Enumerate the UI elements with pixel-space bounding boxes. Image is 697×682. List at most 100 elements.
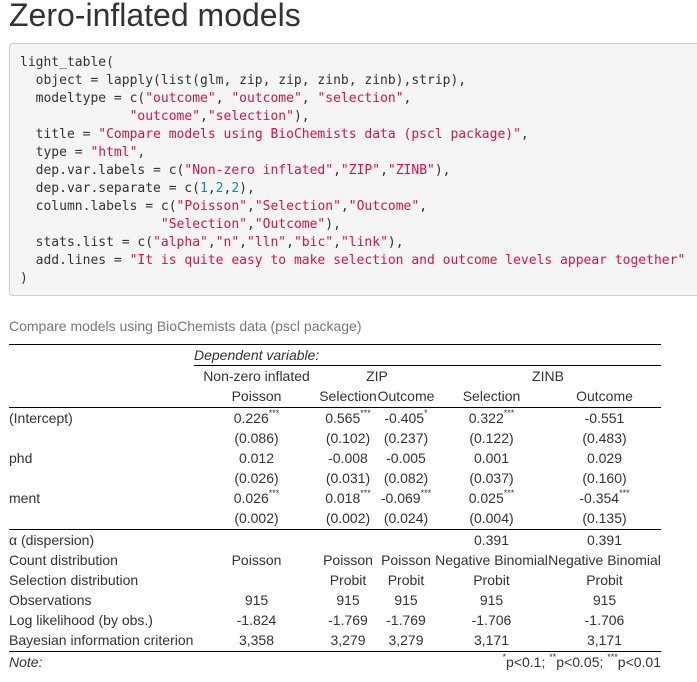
code-token: column.labels = c( bbox=[20, 199, 177, 214]
statistic-value: 915 bbox=[336, 592, 360, 608]
estimate-value: 0.018 bbox=[325, 490, 361, 506]
statistic-value: Poisson bbox=[381, 552, 431, 568]
code-token: , bbox=[403, 91, 412, 106]
code-string-token: "Outcome" bbox=[348, 199, 420, 214]
code-token: , bbox=[239, 235, 247, 250]
code-line: stats.list = c("alpha","n","lln","bic","… bbox=[20, 234, 697, 252]
code-token: , bbox=[137, 145, 146, 160]
coefficient-estimate: -0.354*** bbox=[548, 488, 661, 508]
code-line: modeltype = c("outcome", "outcome", "sel… bbox=[20, 90, 697, 108]
standard-error: (0.002) bbox=[325, 510, 371, 526]
statistic-value bbox=[319, 530, 377, 551]
estimate-value: 0.012 bbox=[238, 450, 275, 466]
statistic-value: -1.769 bbox=[328, 612, 368, 628]
code-line: light_table( bbox=[20, 54, 697, 72]
code-string-token: "outcome" bbox=[231, 91, 302, 106]
column-label: Poisson bbox=[231, 388, 282, 404]
code-token: , bbox=[223, 181, 232, 196]
estimate-value: 0.565 bbox=[325, 410, 361, 426]
code-token: , bbox=[247, 199, 255, 214]
table-bottom-rule-row bbox=[9, 650, 661, 652]
code-string-token: "link" bbox=[340, 235, 388, 250]
statistic-value bbox=[194, 570, 319, 590]
table-top-rule-row bbox=[9, 343, 661, 345]
code-string-token: "ZIP" bbox=[340, 163, 381, 178]
statistic-value: 915 bbox=[394, 592, 418, 608]
coefficient-row: ment 0.026*** 0.018*** -0.069*** 0.025*** -0.… bbox=[9, 488, 661, 508]
statistic-name: α (dispersion) bbox=[9, 532, 95, 548]
statistic-value: Probit bbox=[586, 572, 623, 588]
significance-stars: *** bbox=[268, 408, 280, 419]
note-text: p<0.1; bbox=[506, 654, 550, 670]
statistic-value: 0.391 bbox=[586, 532, 623, 548]
statistic-value: Probit bbox=[387, 572, 425, 588]
code-token: , bbox=[246, 217, 255, 232]
statistic-name: Count distribution bbox=[9, 552, 118, 568]
estimate-value: 0.025 bbox=[468, 490, 504, 506]
significance-stars: *** bbox=[360, 488, 371, 499]
estimate-value: -0.069 bbox=[380, 490, 421, 506]
note-stars: * bbox=[502, 652, 507, 663]
statistic-name: Log likelihood (by obs.) bbox=[9, 612, 153, 628]
code-token: ), bbox=[239, 181, 255, 196]
estimate-value: 0.322 bbox=[468, 410, 504, 426]
statistic-row: Observations 915 915 915 915 915 bbox=[9, 590, 661, 610]
statistic-row: Log likelihood (by obs.) -1.824 -1.769 -1.7… bbox=[9, 610, 661, 630]
statistic-value: 3,279 bbox=[330, 632, 366, 648]
column-label: Outcome bbox=[377, 388, 435, 404]
code-token: ), bbox=[387, 235, 404, 250]
estimate-value: -0.008 bbox=[328, 450, 368, 466]
code-line: column.labels = c("Poisson","Selection",… bbox=[20, 198, 697, 216]
code-block[interactable]: light_table( object = lapply(list(glm, z… bbox=[9, 43, 697, 296]
statistic-name: Bayesian information criterion bbox=[9, 632, 194, 648]
statistic-value bbox=[377, 530, 435, 551]
coefficient-estimate: 0.001 bbox=[435, 448, 548, 468]
code-token bbox=[20, 109, 130, 124]
statistic-name: Observations bbox=[9, 592, 92, 608]
dep-var-group-non-zero-inflated: Non-zero inflated bbox=[203, 368, 310, 384]
coefficient-name: (Intercept) bbox=[9, 410, 73, 426]
standard-error: (0.135) bbox=[582, 510, 627, 526]
statistic-value: 3,171 bbox=[473, 632, 510, 648]
coefficient-estimate: -0.405* bbox=[377, 408, 435, 429]
code-token: type = bbox=[20, 145, 91, 160]
code-token: ), bbox=[293, 109, 310, 124]
statistic-value: -1.706 bbox=[471, 612, 512, 628]
coefficient-name: phd bbox=[9, 450, 33, 466]
stats-rule-row bbox=[9, 528, 661, 530]
code-string-token: "Compare models using BioChemists data (… bbox=[98, 127, 521, 142]
column-label: Selection bbox=[462, 388, 521, 404]
standard-error-label-cell bbox=[9, 508, 194, 528]
code-token bbox=[20, 217, 161, 232]
statistic-value: 3,171 bbox=[586, 632, 623, 648]
significance-stars: *** bbox=[360, 408, 371, 419]
coefficient-estimate: -0.069*** bbox=[377, 488, 435, 508]
code-line: dep.var.separate = c(1,2,2), bbox=[20, 180, 697, 198]
code-string-token: "Selection" bbox=[254, 199, 341, 214]
code-token: , bbox=[286, 235, 294, 250]
coefficient-estimate: 0.029 bbox=[548, 448, 661, 468]
statistic-value: 915 bbox=[592, 592, 617, 608]
standard-error-row: (0.002) (0.002) (0.024) (0.004) (0.135) bbox=[9, 508, 661, 528]
code-string-token: "Poisson" bbox=[176, 199, 247, 214]
significance-stars: *** bbox=[619, 488, 630, 499]
statistic-value: Poisson bbox=[323, 552, 373, 568]
code-token: object = lapply(list(glm, zip, zip, zinb… bbox=[20, 73, 467, 88]
code-token: modeltype = c( bbox=[20, 91, 146, 106]
statistic-value: 915 bbox=[244, 592, 269, 608]
coefficient-estimate: 0.026*** bbox=[194, 488, 319, 508]
standard-error: (0.086) bbox=[234, 430, 279, 446]
column-labels-row: Poisson Selection Outcome Selection Outc… bbox=[9, 386, 661, 406]
code-token: dep.var.separate = c( bbox=[20, 181, 201, 196]
significance-stars: *** bbox=[503, 408, 515, 419]
coefficient-estimate: 0.226*** bbox=[194, 408, 319, 429]
code-token: add.lines = bbox=[20, 253, 130, 268]
dep-var-group-zip: ZIP bbox=[366, 368, 388, 384]
page-heading: Zero-inflated models bbox=[9, 0, 301, 33]
standard-error-row: (0.026) (0.031) (0.082) (0.037) (0.160) bbox=[9, 468, 661, 488]
statistic-value: Probit bbox=[329, 572, 367, 588]
standard-error: (0.483) bbox=[582, 430, 627, 446]
standard-error: (0.004) bbox=[469, 510, 514, 526]
code-line: add.lines = "It is quite easy to make se… bbox=[20, 252, 697, 270]
code-token: dep.var.labels = c( bbox=[20, 163, 185, 178]
